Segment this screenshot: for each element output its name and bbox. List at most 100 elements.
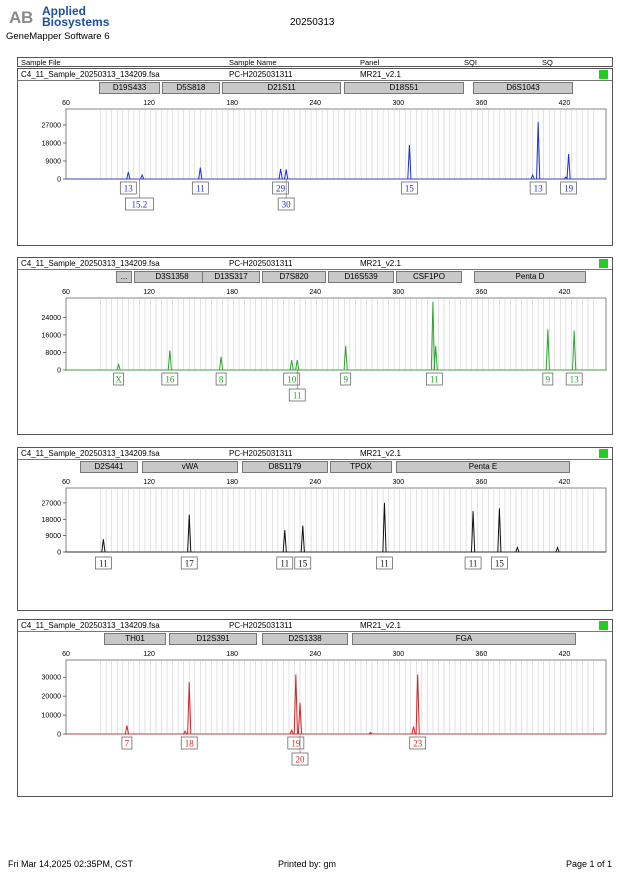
sq-pass-indicator [599, 621, 608, 630]
plot-frame [65, 108, 607, 180]
x-tick-label: 420 [559, 289, 571, 296]
allele-call-label: 11 [430, 375, 439, 385]
allele-call-box [276, 556, 294, 570]
printed-by: Printed by: gm [278, 859, 337, 869]
page-number: Page 1 of 1 [566, 859, 613, 869]
marker-TPOX[interactable]: TPOX [330, 461, 392, 473]
peak-trace [563, 176, 568, 180]
marker-CSF1PO[interactable]: CSF1PO [396, 271, 462, 283]
x-tick-label: 60 [62, 651, 70, 658]
x-tick-label: 120 [143, 651, 155, 658]
marker-D5S818[interactable]: D5S818 [162, 82, 220, 94]
allele-call-label: 11 [293, 391, 302, 401]
marker-Penta-D[interactable]: Penta D [474, 271, 586, 283]
peak-trace [187, 514, 192, 553]
x-tick-label: 420 [559, 100, 571, 107]
allele-call-label: 11 [196, 184, 205, 194]
peak-trace [300, 525, 305, 553]
allele-call-label: 23 [413, 739, 423, 749]
peak-trace [198, 167, 203, 180]
peak-trace [140, 173, 145, 180]
allele-call-label: 18 [185, 739, 195, 749]
marker-D7S820[interactable]: D7S820 [262, 271, 326, 283]
y-tick-label: 9000 [45, 159, 61, 166]
marker-D18S51[interactable]: D18S51 [344, 82, 464, 94]
peak-trace [289, 728, 294, 735]
allele-call-box [277, 197, 295, 211]
column-sample-name: Sample Name [229, 58, 277, 67]
allele-call-label: 19 [564, 184, 574, 194]
peak-trace [167, 350, 172, 371]
peak-trace [411, 726, 416, 735]
marker-vWA[interactable]: vWA [142, 461, 238, 473]
electropherogram-plot-blue: 60 120 180 240 300 360 420 0 9000 18000 27000 13 15.… [42, 100, 607, 211]
peak-trace [124, 725, 130, 735]
peak-trace [433, 345, 438, 371]
marker-D16S539[interactable]: D16S539 [328, 271, 394, 283]
marker-TH01[interactable]: TH01 [104, 633, 166, 645]
electropherogram-plot-green: 60 120 180 240 300 360 420 0 8000 16000 24000 X 16 8 1… [42, 289, 607, 402]
peak-trace [545, 329, 550, 371]
allele-call-label: 11 [469, 559, 478, 569]
y-tick-label: 24000 [42, 315, 62, 322]
marker-D19S433[interactable]: D19S433 [99, 82, 160, 94]
x-tick-label: 60 [62, 289, 70, 296]
marker-Penta-E[interactable]: Penta E [396, 461, 570, 473]
marker-D13S317[interactable]: D13S317 [202, 271, 260, 283]
sq-pass-indicator [599, 259, 608, 268]
y-tick-label: 27000 [42, 500, 62, 507]
x-tick-label: 180 [226, 651, 238, 658]
y-tick-label: 27000 [42, 123, 62, 130]
sq-pass-indicator [599, 449, 608, 458]
allele-call-label: 10 [287, 375, 297, 385]
allele-call-box [95, 556, 112, 570]
column-sq: SQ [542, 58, 553, 67]
allele-call-box [191, 181, 209, 195]
y-tick-label: 0 [57, 368, 61, 375]
x-tick-label: 300 [392, 479, 404, 486]
electropherogram-panel-blue: C4_11_Sample_20250313_134209.fsa PC-H202… [17, 68, 613, 246]
marker-D8S1179[interactable]: D8S1179 [242, 461, 328, 473]
marker-D2S441[interactable]: D2S441 [80, 461, 138, 473]
sample-info-row: C4_11_Sample_20250313_134209.fsa PC-H202… [18, 620, 612, 632]
allele-call-box [121, 736, 133, 750]
marker-D21S11[interactable]: D21S11 [222, 82, 341, 94]
marker-FGA[interactable]: FGA [352, 633, 576, 645]
brand-name-line2: Biosystems [42, 15, 110, 29]
marker-D6S1043[interactable]: D6S1043 [473, 82, 573, 94]
x-tick-label: 60 [62, 100, 70, 107]
x-tick-label: 180 [226, 479, 238, 486]
marker-amelogenin[interactable]: ... [116, 271, 132, 283]
marker-D12S391[interactable]: D12S391 [169, 633, 257, 645]
x-tick-label: 120 [143, 289, 155, 296]
x-tick-label: 300 [392, 651, 404, 658]
peak-trace [566, 153, 571, 180]
x-tick-label: 360 [476, 289, 488, 296]
allele-call-label: 16 [165, 375, 175, 385]
peak-trace [497, 508, 502, 553]
sample-name: PC-H2025031311 [229, 621, 293, 630]
y-tick-label: 16000 [42, 332, 62, 339]
x-tick-label: 60 [62, 479, 70, 486]
allele-call-label: 15.2 [132, 200, 148, 210]
allele-call-label: 7 [125, 739, 130, 749]
plot-frame [65, 297, 607, 371]
sample-info-row: C4_11_Sample_20250313_134209.fsa PC-H202… [18, 448, 612, 460]
x-tick-label: 240 [309, 289, 321, 296]
svg-text:B: B [21, 8, 33, 27]
allele-call-box [113, 372, 124, 386]
peak-trace [289, 360, 294, 371]
sample-name: PC-H2025031311 [229, 70, 293, 79]
marker-D2S1338[interactable]: D2S1338 [262, 633, 348, 645]
panel-name: MR21_v2.1 [360, 449, 401, 458]
allele-call-box [409, 736, 427, 750]
peak-trace [407, 144, 412, 180]
allele-call-box [464, 556, 482, 570]
sample-file-name: C4_11_Sample_20250313_134209.fsa [21, 259, 160, 268]
x-tick-label: 300 [392, 100, 404, 107]
allele-call-box [529, 181, 547, 195]
peak-trace [284, 169, 289, 180]
report-header: A B Applied Biosystems GeneMapper Softwa… [0, 0, 620, 50]
peak-trace [278, 168, 283, 180]
x-tick-label: 300 [392, 289, 404, 296]
